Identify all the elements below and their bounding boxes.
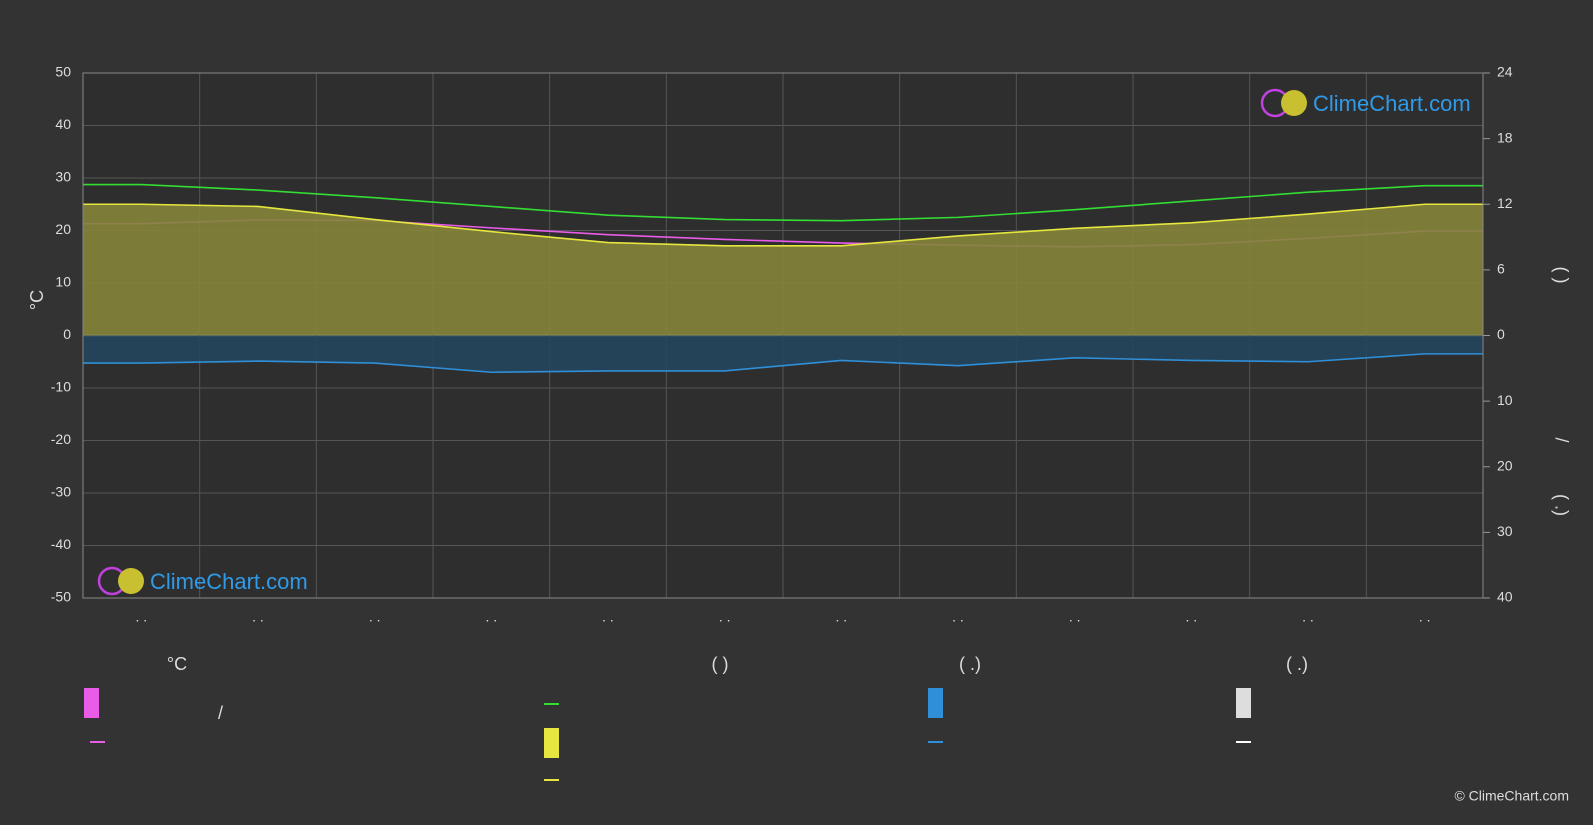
series-line <box>83 203 1483 247</box>
y2-axis-title: ( ) <box>1551 267 1571 284</box>
legend-sep: / <box>218 703 223 723</box>
y-tick-label: -30 <box>51 484 71 500</box>
legend-swatch <box>928 688 943 718</box>
series-area <box>83 335 1483 373</box>
series-line <box>83 353 1483 374</box>
x-tick-label: . . <box>135 609 147 625</box>
legend-header: °C <box>167 654 187 674</box>
plot-frame <box>82 72 1484 599</box>
logo-bottom: ClimeChart.com <box>97 566 308 596</box>
x-tick-label: . . <box>1302 609 1314 625</box>
y3-tick-label: 30 <box>1497 523 1513 539</box>
y-axis-title: °C <box>27 290 47 310</box>
series-line <box>83 183 1483 222</box>
x-tick-label: . . <box>252 609 264 625</box>
series-area <box>83 204 1483 336</box>
x-tick-label: . . <box>719 609 731 625</box>
y3-axis-sep: / <box>1551 437 1571 442</box>
series-layer <box>83 183 1483 374</box>
x-tick-label: . . <box>1185 609 1197 625</box>
x-tick-label: . . <box>1069 609 1081 625</box>
x-tick-label: . . <box>369 609 381 625</box>
logo-text: ClimeChart.com <box>150 569 308 594</box>
y-tick-label: 10 <box>55 274 71 290</box>
y-tick-label: -20 <box>51 431 71 447</box>
y3-tick-label: 10 <box>1497 392 1513 408</box>
legend-header: ( .) <box>1286 654 1308 674</box>
logo-text: ClimeChart.com <box>1313 91 1471 116</box>
legend-header: ( ) <box>712 654 729 674</box>
y2-tick-label: 12 <box>1497 195 1513 211</box>
x-tick-label: . . <box>1419 609 1431 625</box>
x-tick-label: . . <box>485 609 497 625</box>
y3-tick-label: 20 <box>1497 457 1513 473</box>
y-tick-label: 40 <box>55 116 71 132</box>
copyright: © ClimeChart.com <box>1454 788 1569 804</box>
y-tick-label: 30 <box>55 169 71 185</box>
y3-tick-label: 40 <box>1497 589 1513 605</box>
plot: -50 -40 -30 -20 -10 0 10 20 30 40 50 0 6 12 18 24 10 20 30… <box>51 64 1513 781</box>
y-tick-label: 20 <box>55 221 71 237</box>
y2-tick-label: 18 <box>1497 129 1513 145</box>
y-tick-label: 0 <box>63 326 71 342</box>
y-tick-label: -40 <box>51 536 71 552</box>
y3-axis-title: ( .) <box>1551 494 1571 516</box>
y-tick-label: -50 <box>51 589 71 605</box>
x-tick-label: . . <box>835 609 847 625</box>
y2-tick-label: 0 <box>1497 326 1505 342</box>
legend-swatch <box>544 728 559 758</box>
y2-tick-label: 24 <box>1497 64 1513 80</box>
legend-swatch <box>84 688 99 718</box>
logo-sun <box>1281 90 1307 116</box>
y-tick-label: -10 <box>51 379 71 395</box>
x-tick-label: . . <box>602 609 614 625</box>
logo-sun <box>118 568 144 594</box>
legend-header: ( .) <box>959 654 981 674</box>
y2-tick-label: 6 <box>1497 261 1505 277</box>
y-tick-label: 50 <box>55 64 71 80</box>
legend-swatch <box>1236 688 1251 718</box>
logo-top: ClimeChart.com <box>1260 88 1471 118</box>
x-tick-label: . . <box>952 609 964 625</box>
